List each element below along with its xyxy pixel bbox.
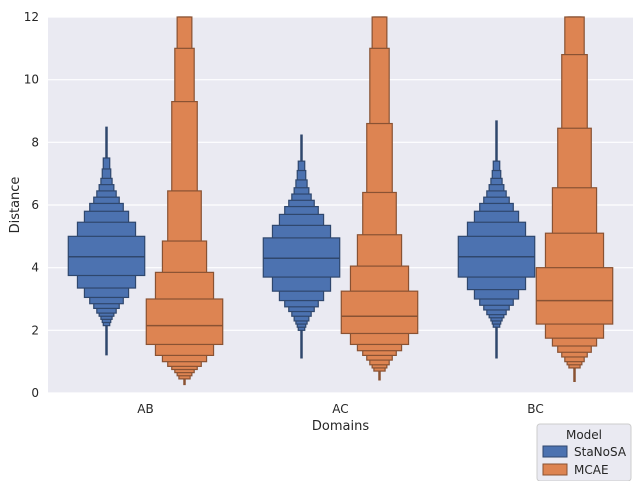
box-level	[340, 290, 419, 335]
box-level	[67, 235, 146, 277]
boxen-mcae-ac	[340, 16, 419, 381]
boxen-marks	[67, 16, 614, 386]
y-tick-label: 12	[24, 10, 39, 24]
legend-swatch-stanosa	[542, 445, 568, 458]
y-tick-label: 4	[31, 261, 39, 275]
box-level	[145, 298, 224, 346]
y-axis-label: Distance	[8, 177, 23, 234]
box-level	[535, 267, 614, 325]
legend: Model StaNoSA MCAE	[536, 423, 632, 481]
x-tick-label: AB	[137, 402, 153, 416]
x-axis-ticks: AB AC BC	[137, 402, 543, 416]
y-tick-label: 8	[31, 135, 39, 149]
boxen-stanosa-ac	[262, 134, 341, 359]
legend-label-stanosa: StaNoSA	[574, 445, 627, 459]
y-tick-label: 10	[24, 73, 39, 87]
x-tick-label: AC	[332, 402, 348, 416]
y-tick-label: 0	[31, 386, 39, 400]
y-tick-label: 6	[31, 198, 39, 212]
y-tick-label: 2	[31, 323, 39, 337]
boxen-stanosa-bc	[457, 120, 536, 359]
grid	[48, 16, 633, 394]
boxen-mcae-ab	[145, 16, 224, 386]
boxen-stanosa-ab	[67, 126, 146, 356]
legend-title: Model	[566, 428, 602, 442]
x-tick-label: BC	[527, 402, 543, 416]
box-level	[262, 237, 341, 278]
legend-label-mcae: MCAE	[574, 463, 609, 477]
legend-swatch-mcae	[542, 463, 568, 476]
x-axis-label: Domains	[312, 419, 369, 434]
y-axis-ticks: 0 2 4 6 8 10 12	[24, 10, 39, 400]
boxen-mcae-bc	[535, 16, 614, 383]
